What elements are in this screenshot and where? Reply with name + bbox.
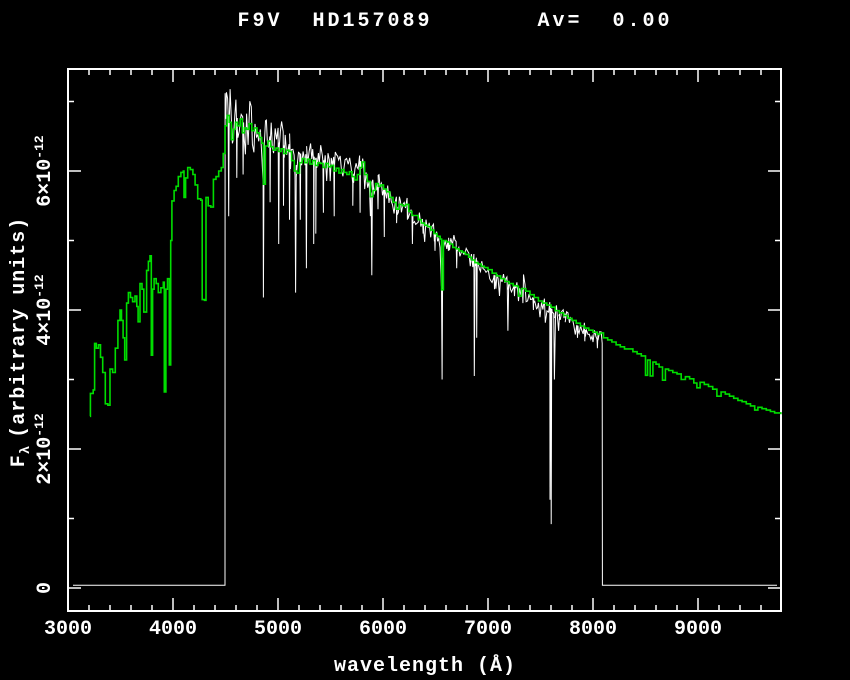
svg-text:2×10-12: 2×10-12 [32,413,57,485]
svg-text:4×10-12: 4×10-12 [32,274,57,346]
plot-title: F9V HD157089 Av= 0.00 [237,10,673,33]
x-tick-labels: 3000 4000 5000 6000 7000 8000 9000 [44,618,722,641]
axis-ticks [67,69,781,611]
svg-text:5000: 5000 [254,618,302,641]
observed-spectrum-line [73,89,777,586]
svg-text:8000: 8000 [569,618,617,641]
svg-text:3000: 3000 [44,618,92,641]
svg-text:7000: 7000 [464,618,512,641]
model-spectrum-line [89,114,782,418]
svg-text:9000: 9000 [674,618,722,641]
plot-frame [67,68,782,612]
y-axis-label: Fλ(arbitrary units) [8,217,34,467]
svg-text:6×10-12: 6×10-12 [32,135,57,207]
svg-text:0: 0 [34,582,57,594]
y-tick-labels: 0 2×10-12 4×10-12 6×10-12 [32,135,57,594]
x-axis-label: wavelength (Å) [334,653,516,678]
svg-text:6000: 6000 [359,618,407,641]
svg-text:4000: 4000 [149,618,197,641]
